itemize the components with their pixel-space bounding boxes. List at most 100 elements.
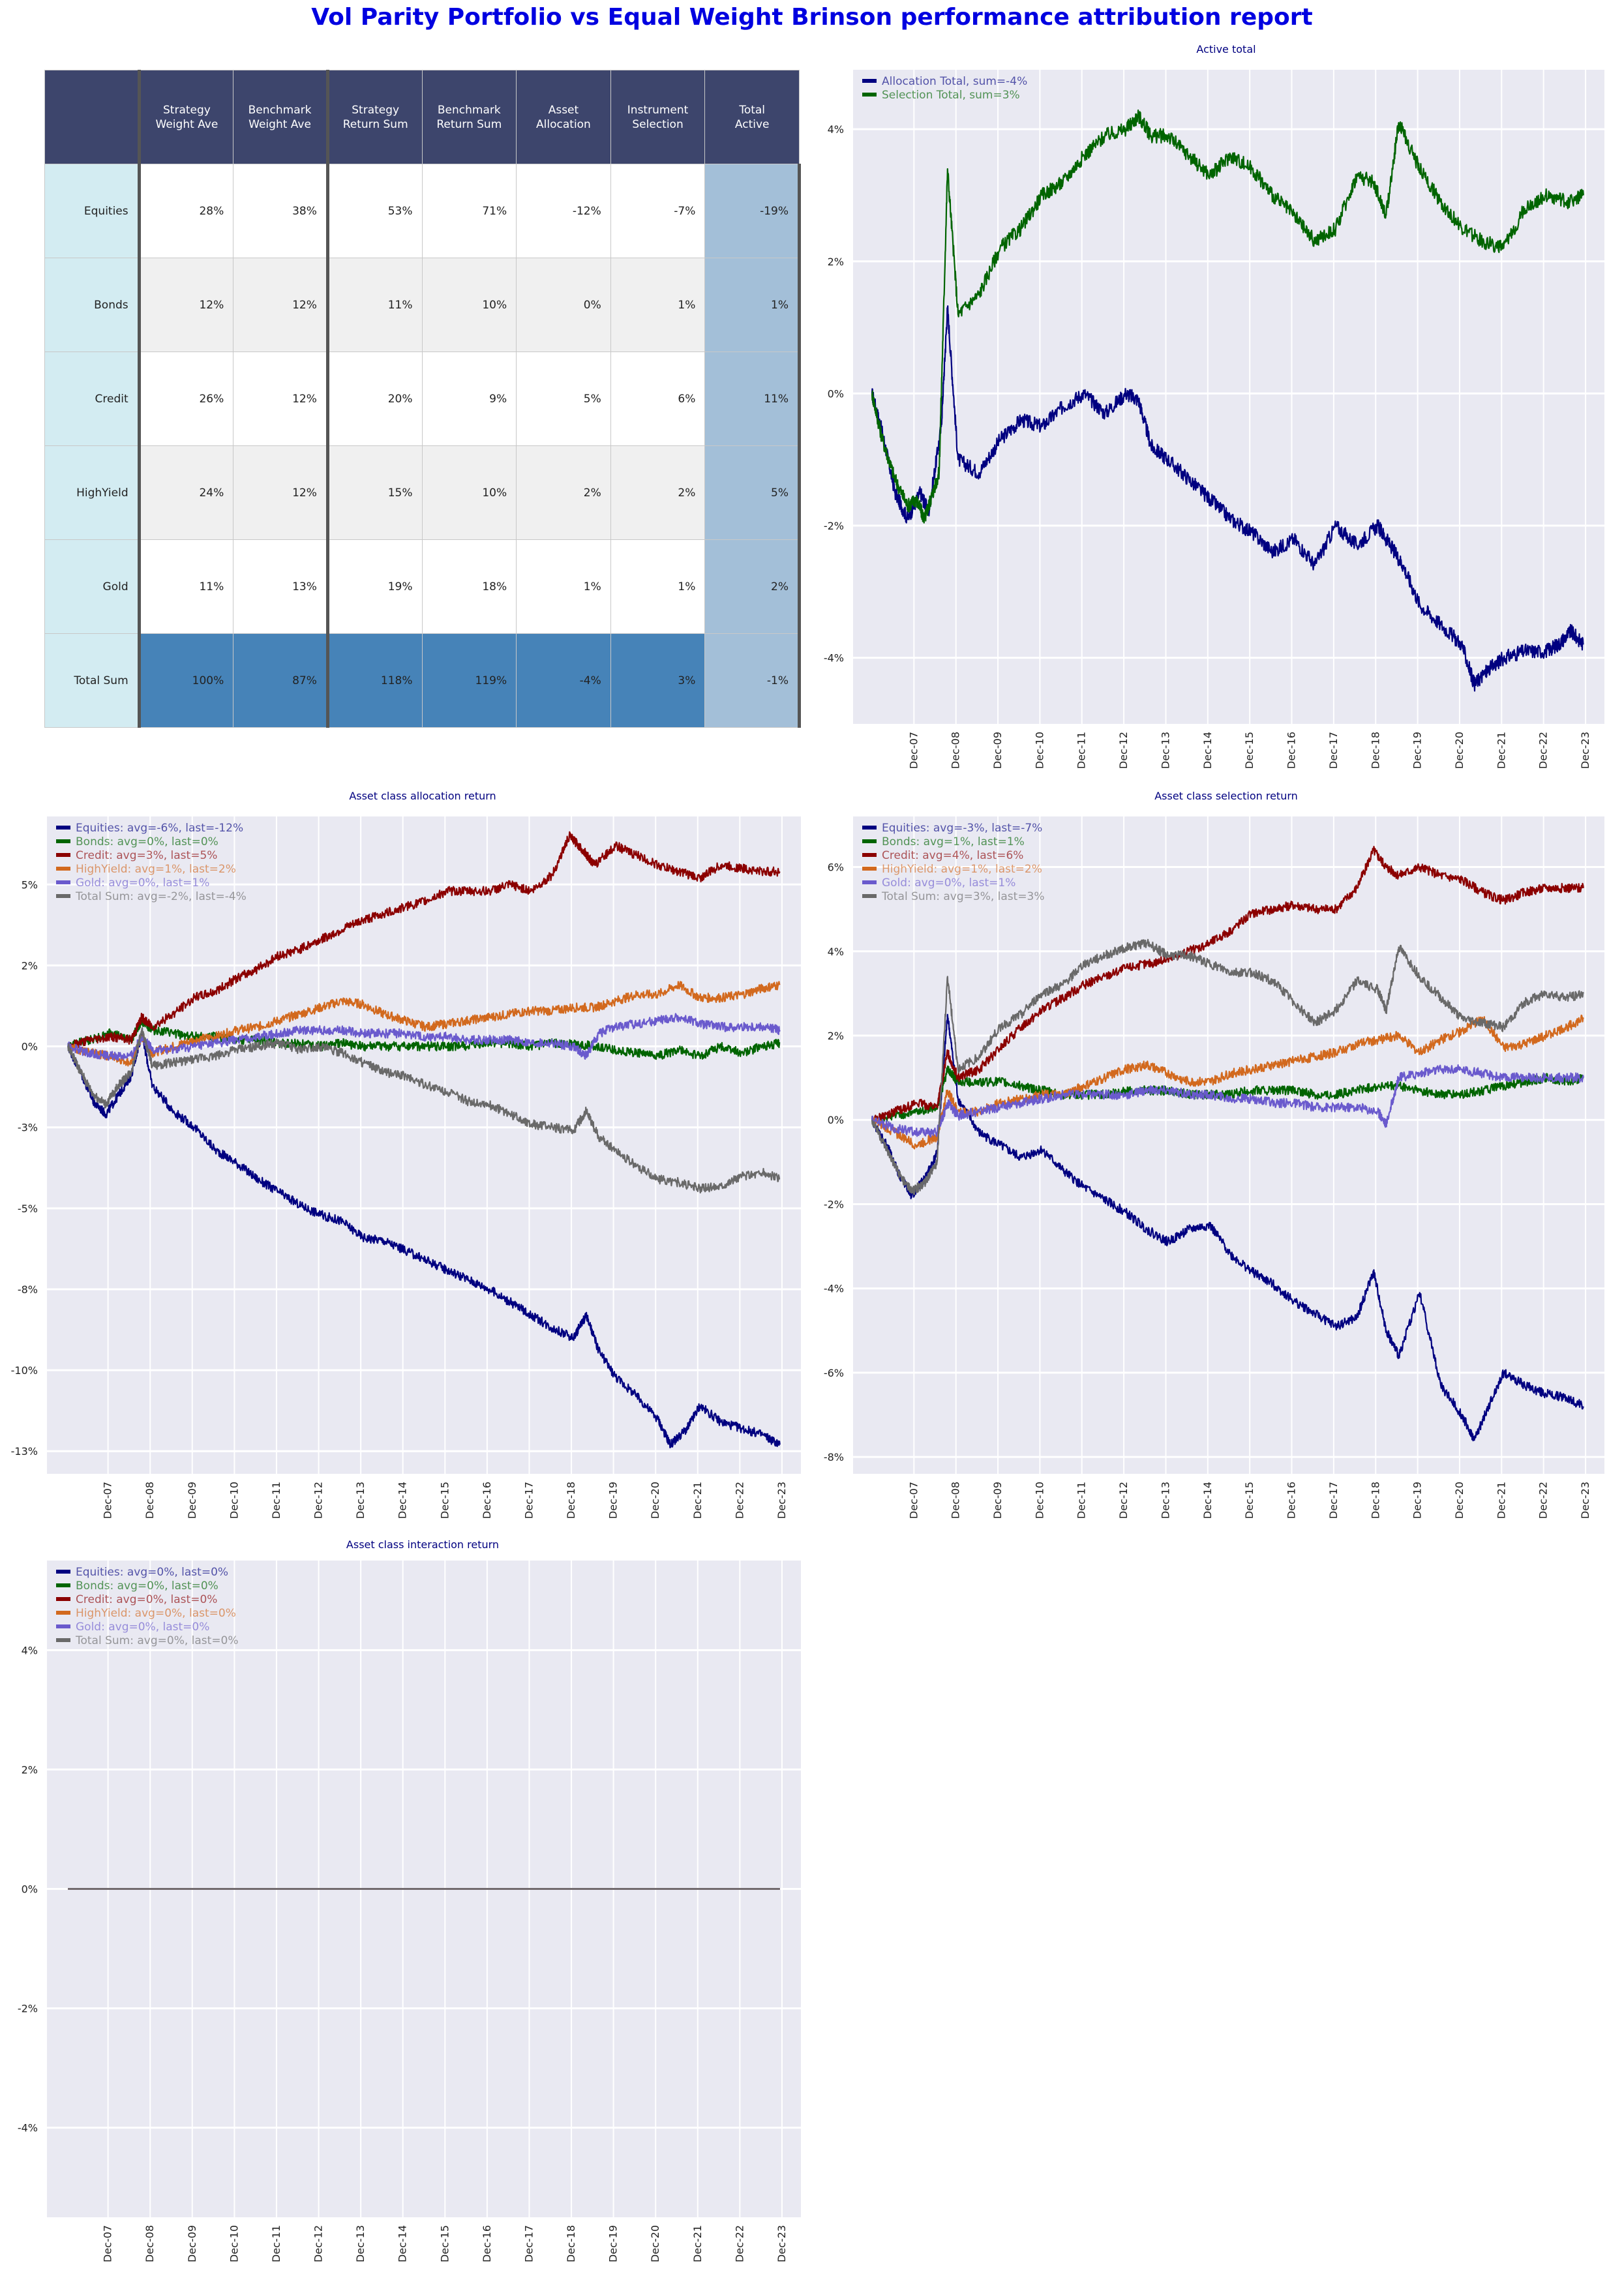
y-tick-label: 0% (828, 387, 844, 400)
col-header-strategy-return: Strategy Return Sum (327, 70, 423, 164)
x-tick-label: Dec-20 (649, 1482, 661, 1519)
legend-entry: Equities: avg=-6%, last=-12% (76, 822, 243, 835)
row-label: Gold (44, 539, 141, 634)
table-row: Gold 11% 13% 19% 18% 1% 1% 2% (44, 539, 801, 634)
table-cell: 100% (138, 633, 234, 728)
table-cell: -7% (610, 164, 706, 258)
y-tick-label: 2% (828, 256, 844, 268)
legend-entry: Bonds: avg=0%, last=0% (76, 1579, 218, 1593)
x-tick-label: Dec-13 (1159, 1482, 1171, 1519)
legend-entry: Equities: avg=-3%, last=-7% (882, 822, 1042, 835)
col-header-benchmark-return: Benchmark Return Sum (421, 70, 517, 164)
x-tick-label: Dec-09 (186, 2225, 198, 2262)
x-tick-label: Dec-09 (991, 1482, 1004, 1519)
y-tick-label: 5% (22, 878, 38, 891)
x-tick-label: Dec-08 (143, 1482, 156, 1519)
x-tick-label: Dec-21 (691, 1482, 704, 1519)
x-tick-label: Dec-14 (397, 1482, 409, 1519)
table-row: Credit 26% 12% 20% 9% 5% 6% 11% (44, 352, 801, 446)
table-row: HighYield 24% 12% 15% 10% 2% 2% 5% (44, 445, 801, 540)
col-header-instrument-selection: Instrument Selection (610, 70, 706, 164)
x-tick-label: Dec-17 (1327, 1482, 1340, 1519)
x-tick-label: Dec-20 (1453, 732, 1466, 769)
y-tick-label: 4% (828, 123, 844, 136)
legend-entry: Credit: avg=3%, last=5% (76, 849, 217, 862)
plot-area (47, 816, 801, 1474)
table-body: Equities 28% 38% 53% 71% -12% -7% -19% Bonds 12% 1… (44, 164, 801, 728)
allocation-return-panel: Asset class allocation return Dec-07 Dec-… (0, 786, 815, 1529)
x-tick-label: Dec-18 (1369, 1482, 1381, 1519)
x-tick-label: Dec-16 (1286, 1482, 1298, 1519)
table-cell: 5% (516, 352, 611, 446)
x-tick-label: Dec-07 (102, 2225, 114, 2262)
row-label: Equities (44, 164, 141, 258)
x-tick-label: Dec-23 (1579, 732, 1591, 769)
series-line-equities (67, 1032, 781, 1448)
x-tick-label: Dec-08 (143, 2225, 156, 2262)
y-tick-label: -8% (18, 1283, 38, 1296)
table-cell: 11% (138, 539, 234, 634)
series-line-gold (67, 1013, 781, 1061)
table-cell: 119% (421, 633, 517, 728)
legend-entry: Total Sum: avg=0%, last=0% (75, 1634, 239, 1647)
table-cell: 13% (233, 539, 329, 634)
x-tick-label: Dec-11 (270, 2225, 282, 2262)
table-cell: 28% (138, 164, 234, 258)
series-line-allocation-total (871, 305, 1584, 692)
x-tick-label: Dec-11 (1075, 732, 1088, 769)
legend-entry: Allocation Total, sum=-4% (882, 75, 1027, 88)
y-tick-label: -3% (18, 1122, 38, 1134)
x-tick-label: Dec-21 (691, 2225, 704, 2262)
table-cell: 11% (704, 352, 801, 446)
y-tick-label: 4% (22, 1644, 38, 1656)
x-tick-label: Dec-19 (607, 1482, 620, 1519)
table-cell: 71% (421, 164, 517, 258)
table-cell: 24% (138, 445, 234, 540)
plot-area (853, 70, 1604, 724)
x-tick-label: Dec-12 (312, 1482, 325, 1519)
x-tick-label: Dec-08 (950, 1482, 962, 1519)
interaction-return-chart: Dec-07 Dec-08 Dec-09 Dec-10 Dec-11 Dec-12 Dec-… (18, 1561, 801, 2262)
row-label: Total Sum (44, 633, 141, 728)
attribution-table: Strategy Weight Ave Benchmark Weight Ave S… (44, 70, 801, 728)
x-tick-label: Dec-16 (1286, 732, 1298, 769)
y-tick-label: -4% (18, 2122, 38, 2134)
selection-return-title: Asset class selection return (1154, 790, 1298, 802)
x-tick-label: Dec-17 (522, 1482, 535, 1519)
table-cell: 2% (516, 445, 611, 540)
table-cell: 15% (327, 445, 423, 540)
table-header: Strategy Weight Ave Benchmark Weight Ave S… (44, 70, 800, 164)
x-tick-label: Dec-16 (481, 2225, 493, 2262)
table-cell: 0% (516, 258, 611, 352)
selection-return-chart: Dec-07 Dec-08 Dec-09 Dec-10 Dec-11 Dec-12 Dec-… (824, 816, 1604, 1519)
x-tick-label: Dec-22 (1537, 1482, 1550, 1519)
legend-entry: Equities: avg=0%, last=0% (76, 1566, 228, 1579)
table-cell: 118% (327, 633, 423, 728)
interaction-return-title: Asset class interaction return (346, 1538, 500, 1551)
y-tick-label: -13% (11, 1445, 38, 1458)
x-tick-label: Dec-23 (775, 2225, 788, 2262)
table-cell: -1% (704, 633, 801, 728)
table-cell: 38% (233, 164, 329, 258)
allocation-return-title: Asset class allocation return (349, 790, 496, 802)
table-cell: 11% (327, 258, 423, 352)
legend-entry: Gold: avg=0%, last=0% (76, 1621, 209, 1634)
y-tick-label: 0% (22, 1883, 38, 1896)
x-tick-label: Dec-14 (1201, 1482, 1214, 1519)
x-tick-label: Dec-16 (481, 1482, 493, 1519)
x-tick-label: Dec-13 (1159, 732, 1171, 769)
table-cell: 20% (327, 352, 423, 446)
legend-entry: Selection Total, sum=3% (882, 89, 1020, 102)
table-cell: 53% (327, 164, 423, 258)
col-header-total-active: Total Active (704, 70, 800, 164)
active-total-title: Active total (1196, 43, 1256, 55)
table-cell: 87% (233, 633, 329, 728)
x-tick-label: Dec-20 (1453, 1482, 1466, 1519)
table-header-row: Strategy Weight Ave Benchmark Weight Ave S… (44, 70, 800, 164)
x-tick-label: Dec-23 (775, 1482, 788, 1519)
x-tick-label: Dec-07 (102, 1482, 114, 1519)
legend-entry: Credit: avg=4%, last=6% (882, 849, 1023, 862)
table-cell: 5% (704, 445, 801, 540)
x-tick-label: Dec-22 (733, 2225, 745, 2262)
x-tick-label: Dec-12 (1117, 1482, 1130, 1519)
